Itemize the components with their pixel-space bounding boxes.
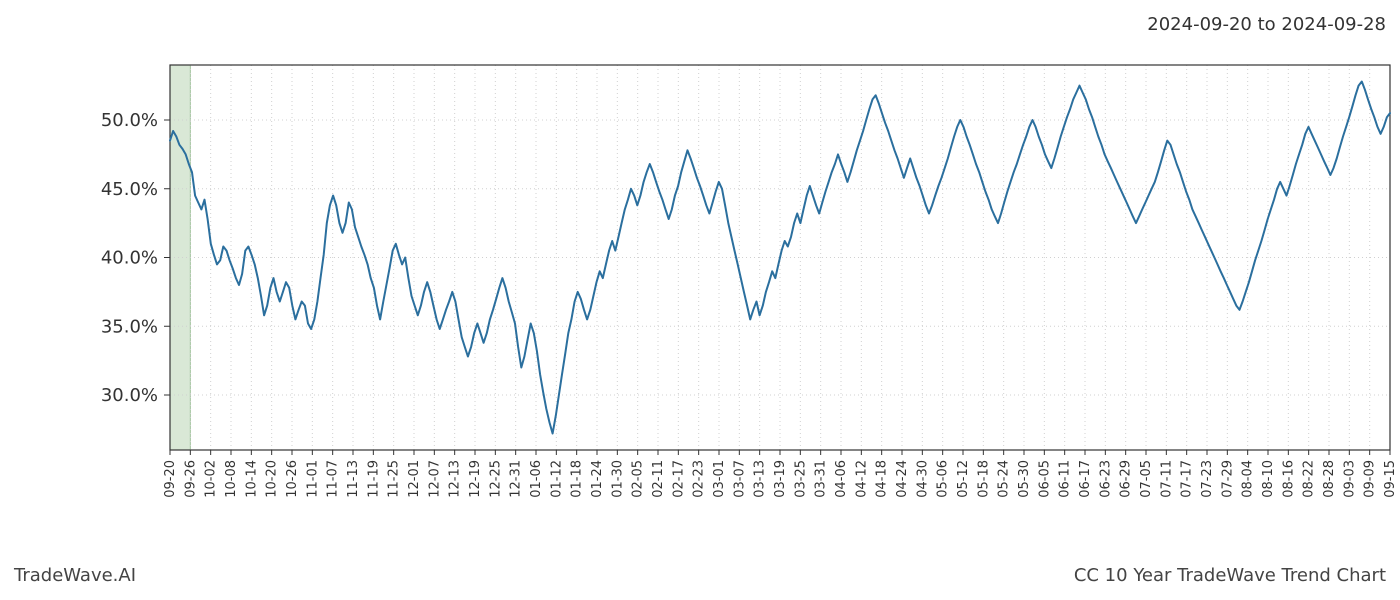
svg-text:45.0%: 45.0% (101, 179, 158, 200)
svg-text:08-28: 08-28 (1322, 460, 1337, 498)
svg-text:06-05: 06-05 (1037, 460, 1052, 498)
svg-text:01-12: 01-12 (549, 460, 564, 498)
svg-text:11-13: 11-13 (346, 460, 361, 498)
svg-text:01-06: 01-06 (529, 460, 544, 498)
svg-text:10-26: 10-26 (285, 460, 300, 498)
svg-text:06-11: 06-11 (1058, 460, 1073, 498)
brand-label: TradeWave.AI (14, 565, 136, 586)
svg-text:35.0%: 35.0% (101, 316, 158, 337)
svg-text:03-07: 03-07 (732, 460, 747, 498)
svg-text:05-12: 05-12 (956, 460, 971, 498)
svg-text:03-01: 03-01 (712, 460, 727, 498)
svg-text:05-30: 05-30 (1017, 460, 1032, 498)
svg-text:11-25: 11-25 (387, 460, 402, 498)
trend-chart: 30.0% 35.0% 40.0% 45.0% 50.0% 09-20 09-26 10-02… (0, 50, 1400, 540)
svg-text:08-10: 08-10 (1261, 460, 1276, 498)
svg-text:03-13: 03-13 (753, 460, 768, 498)
svg-text:06-23: 06-23 (1098, 460, 1113, 498)
svg-text:08-16: 08-16 (1281, 460, 1296, 498)
svg-text:10-08: 10-08 (224, 460, 239, 498)
chart-container: 30.0% 35.0% 40.0% 45.0% 50.0% 09-20 09-26 10-02… (0, 50, 1400, 540)
svg-text:09-20: 09-20 (163, 460, 178, 498)
svg-text:02-23: 02-23 (692, 460, 707, 498)
svg-text:01-24: 01-24 (590, 460, 605, 498)
svg-text:12-07: 12-07 (427, 460, 442, 498)
svg-text:08-04: 08-04 (1241, 460, 1256, 498)
svg-text:05-06: 05-06 (936, 460, 951, 498)
svg-text:40.0%: 40.0% (101, 248, 158, 269)
svg-text:12-25: 12-25 (488, 460, 503, 498)
svg-text:02-17: 02-17 (671, 460, 686, 498)
svg-text:02-11: 02-11 (651, 460, 666, 498)
svg-text:06-17: 06-17 (1078, 460, 1093, 498)
svg-text:01-30: 01-30 (610, 460, 625, 498)
svg-text:11-19: 11-19 (366, 460, 381, 498)
svg-text:10-02: 10-02 (204, 460, 219, 498)
svg-text:12-19: 12-19 (468, 460, 483, 498)
svg-text:07-11: 07-11 (1159, 460, 1174, 498)
svg-text:04-12: 04-12 (854, 460, 869, 498)
svg-text:09-09: 09-09 (1363, 460, 1378, 498)
svg-text:10-14: 10-14 (244, 460, 259, 498)
svg-text:07-17: 07-17 (1180, 460, 1195, 498)
svg-text:01-18: 01-18 (570, 460, 585, 498)
svg-text:11-01: 11-01 (305, 460, 320, 498)
svg-text:06-29: 06-29 (1119, 460, 1134, 498)
svg-text:05-18: 05-18 (976, 460, 991, 498)
svg-text:09-26: 09-26 (183, 460, 198, 498)
svg-text:50.0%: 50.0% (101, 110, 158, 131)
svg-text:07-05: 07-05 (1139, 460, 1154, 498)
svg-text:12-31: 12-31 (509, 460, 524, 498)
svg-text:09-15: 09-15 (1383, 460, 1398, 498)
svg-text:08-22: 08-22 (1302, 460, 1317, 498)
svg-text:04-24: 04-24 (895, 460, 910, 498)
svg-text:12-13: 12-13 (448, 460, 463, 498)
svg-text:03-19: 03-19 (773, 460, 788, 498)
svg-text:04-30: 04-30 (915, 460, 930, 498)
svg-text:10-20: 10-20 (265, 460, 280, 498)
svg-text:03-31: 03-31 (814, 460, 829, 498)
svg-text:04-18: 04-18 (875, 460, 890, 498)
svg-text:12-01: 12-01 (407, 460, 422, 498)
svg-text:30.0%: 30.0% (101, 385, 158, 406)
svg-text:05-24: 05-24 (997, 460, 1012, 498)
svg-text:07-23: 07-23 (1200, 460, 1215, 498)
svg-text:04-06: 04-06 (834, 460, 849, 498)
svg-text:07-29: 07-29 (1220, 460, 1235, 498)
svg-text:02-05: 02-05 (631, 460, 646, 498)
chart-title: CC 10 Year TradeWave Trend Chart (1074, 565, 1386, 586)
svg-text:03-25: 03-25 (793, 460, 808, 498)
svg-text:11-07: 11-07 (326, 460, 341, 498)
date-range-label: 2024-09-20 to 2024-09-28 (1147, 14, 1386, 35)
svg-text:09-03: 09-03 (1342, 460, 1357, 498)
